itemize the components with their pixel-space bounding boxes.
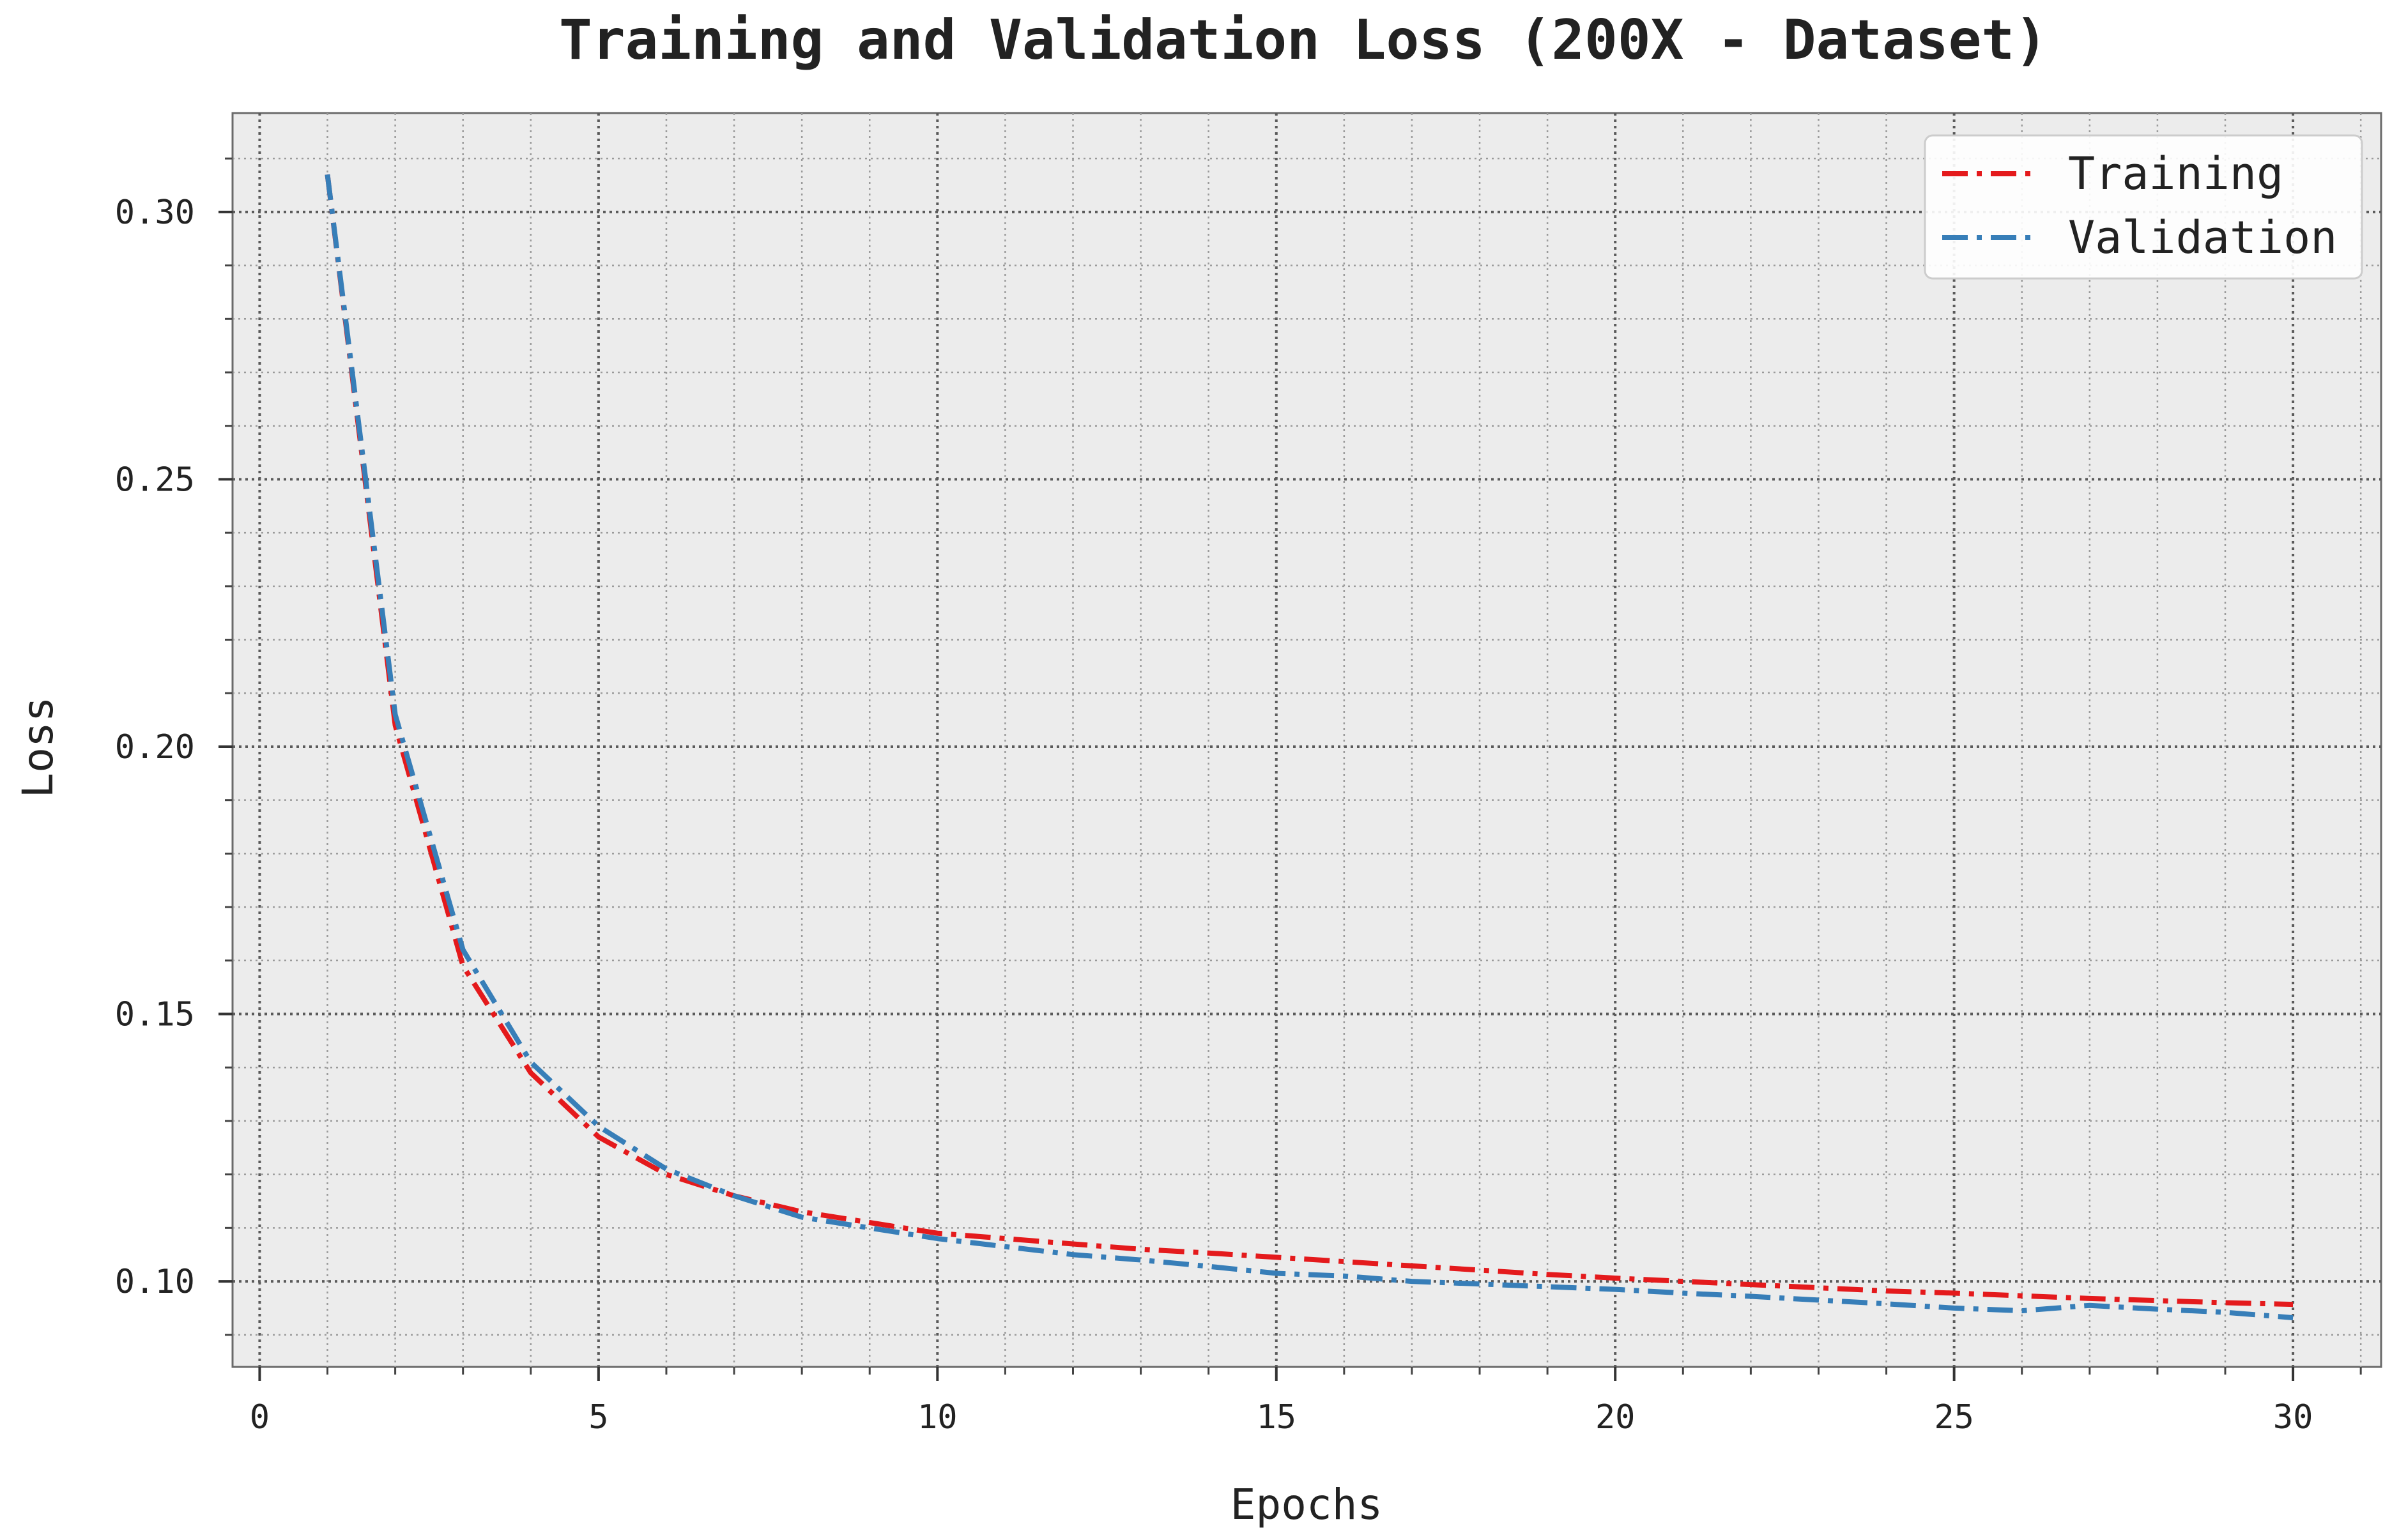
- chart-title: Training and Validation Loss (200X - Dat…: [559, 8, 2048, 72]
- y-axis-label: Loss: [13, 697, 63, 798]
- plot-area: [231, 112, 2382, 1368]
- y-tick-label: 0.20: [115, 728, 195, 766]
- x-tick-label: 30: [2273, 1398, 2313, 1437]
- legend-box: [1924, 134, 2363, 280]
- legend-label-training: Training: [2068, 148, 2283, 200]
- x-tick-label: 0: [250, 1398, 270, 1437]
- x-tick-labels: 0 5 10 15 20 25 30: [250, 1398, 2313, 1437]
- x-tick-label: 20: [1595, 1398, 1636, 1437]
- x-tick-label: 25: [1934, 1398, 1974, 1437]
- x-tick-label: 10: [917, 1398, 958, 1437]
- y-tick-label: 0.15: [115, 996, 195, 1034]
- legend-label-validation: Validation: [2068, 211, 2337, 264]
- y-tick-label: 0.30: [115, 194, 195, 232]
- y-tick-label: 0.25: [115, 461, 195, 499]
- y-tick-labels: 0.10 0.15 0.20 0.25 0.30: [115, 194, 195, 1301]
- series-line-training: [325, 174, 2294, 1307]
- series-lines: [325, 174, 2294, 1320]
- y-tick-label: 0.10: [115, 1263, 195, 1301]
- x-axis-label: Epochs: [1230, 1480, 1383, 1529]
- legend: Training Validation: [1924, 134, 2363, 280]
- axis-ticks: [218, 157, 2362, 1381]
- minor-grid: [233, 113, 2381, 1367]
- x-tick-label: 15: [1256, 1398, 1296, 1437]
- series-line-validation: [325, 174, 2294, 1320]
- x-tick-label: 5: [588, 1398, 608, 1437]
